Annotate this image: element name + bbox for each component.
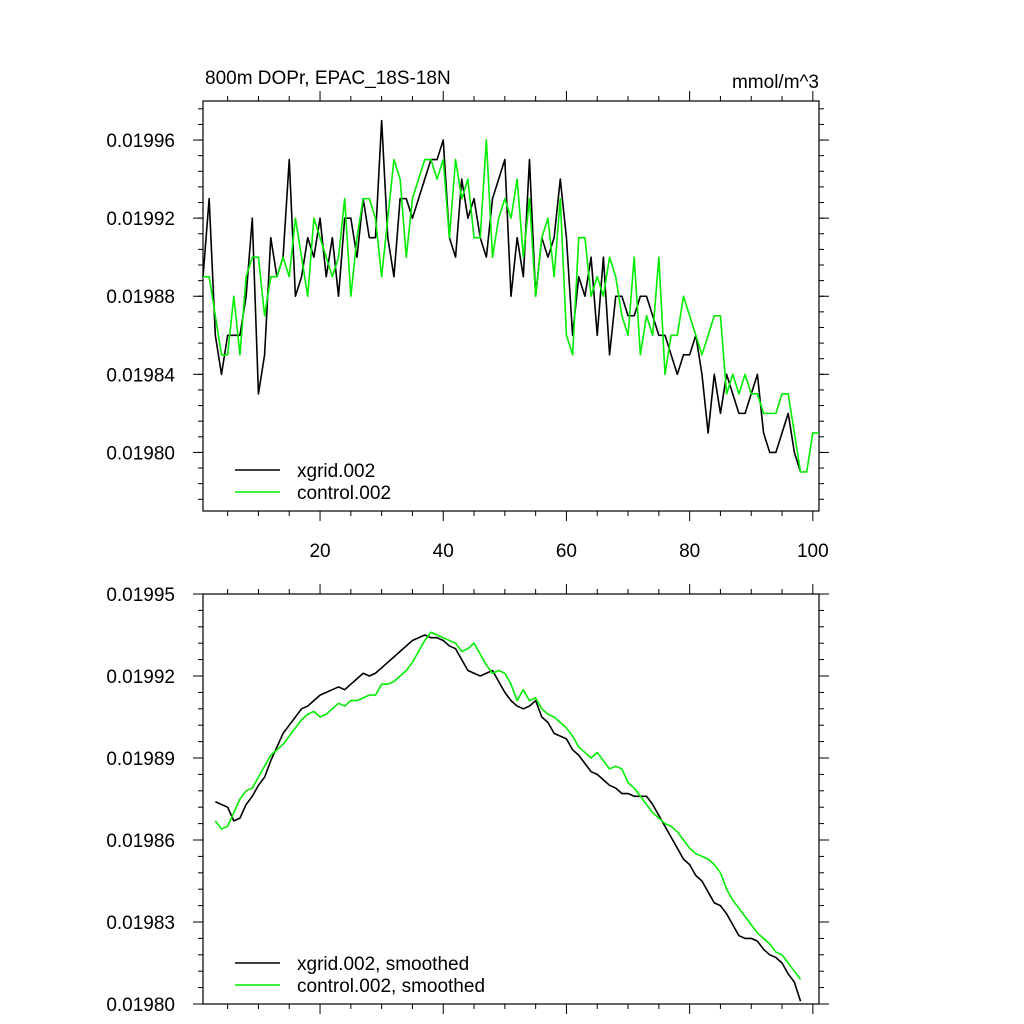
top-series-lines xyxy=(202,119,819,473)
legend-label: control.002, smoothed xyxy=(297,976,485,997)
x-tick-label: 80 xyxy=(679,541,700,562)
series-line-control xyxy=(214,631,802,980)
top-chart-units: mmol/m^3 xyxy=(732,72,819,93)
y-tick-label: 0.01980 xyxy=(106,995,175,1016)
bottom-series-lines xyxy=(214,631,802,1002)
top-chart-title: 800m DOPr, EPAC_18S-18N xyxy=(205,68,451,89)
x-tick-label: 60 xyxy=(556,541,577,562)
top-plot-frame xyxy=(202,100,820,512)
y-tick-label: 0.01995 xyxy=(106,585,175,606)
bottom-plot-frame xyxy=(202,593,820,1005)
series-line-control xyxy=(203,139,819,473)
x-tick-label: 20 xyxy=(309,541,330,562)
y-tick-label: 0.01996 xyxy=(106,131,175,152)
series-line-xgrid xyxy=(202,119,802,473)
y-tick-label: 0.01988 xyxy=(106,287,175,308)
x-tick-label: 100 xyxy=(797,541,829,562)
y-tick-label: 0.01980 xyxy=(106,443,175,464)
legend-label: xgrid.002 xyxy=(297,461,375,482)
y-tick-label: 0.01984 xyxy=(106,365,175,386)
legend-label: xgrid.002, smoothed xyxy=(297,954,469,975)
y-tick-label: 0.01986 xyxy=(106,831,175,852)
top-grid-ticks: 20 40 60 80 100 0.01980 0.01984 0.01988 0.01992 0… xyxy=(106,91,829,562)
y-tick-label: 0.01989 xyxy=(106,749,175,770)
x-tick-label: 40 xyxy=(433,541,454,562)
y-tick-label: 0.01983 xyxy=(106,913,175,934)
series-line-xgrid xyxy=(214,634,802,1002)
bottom-grid-ticks: 0.01980 0.01983 0.01986 0.01989 0.01992 0.019… xyxy=(106,584,829,1016)
y-tick-label: 0.01992 xyxy=(106,209,175,230)
y-tick-label: 0.01992 xyxy=(106,667,175,688)
legend-label: control.002 xyxy=(297,483,391,504)
bottom-panel: 0.01980 0.01983 0.01986 0.01989 0.01992 0.019… xyxy=(106,584,829,1016)
top-panel: 800m DOPr, EPAC_18S-18N mmol/m^3 20 40 60 8… xyxy=(106,68,829,562)
